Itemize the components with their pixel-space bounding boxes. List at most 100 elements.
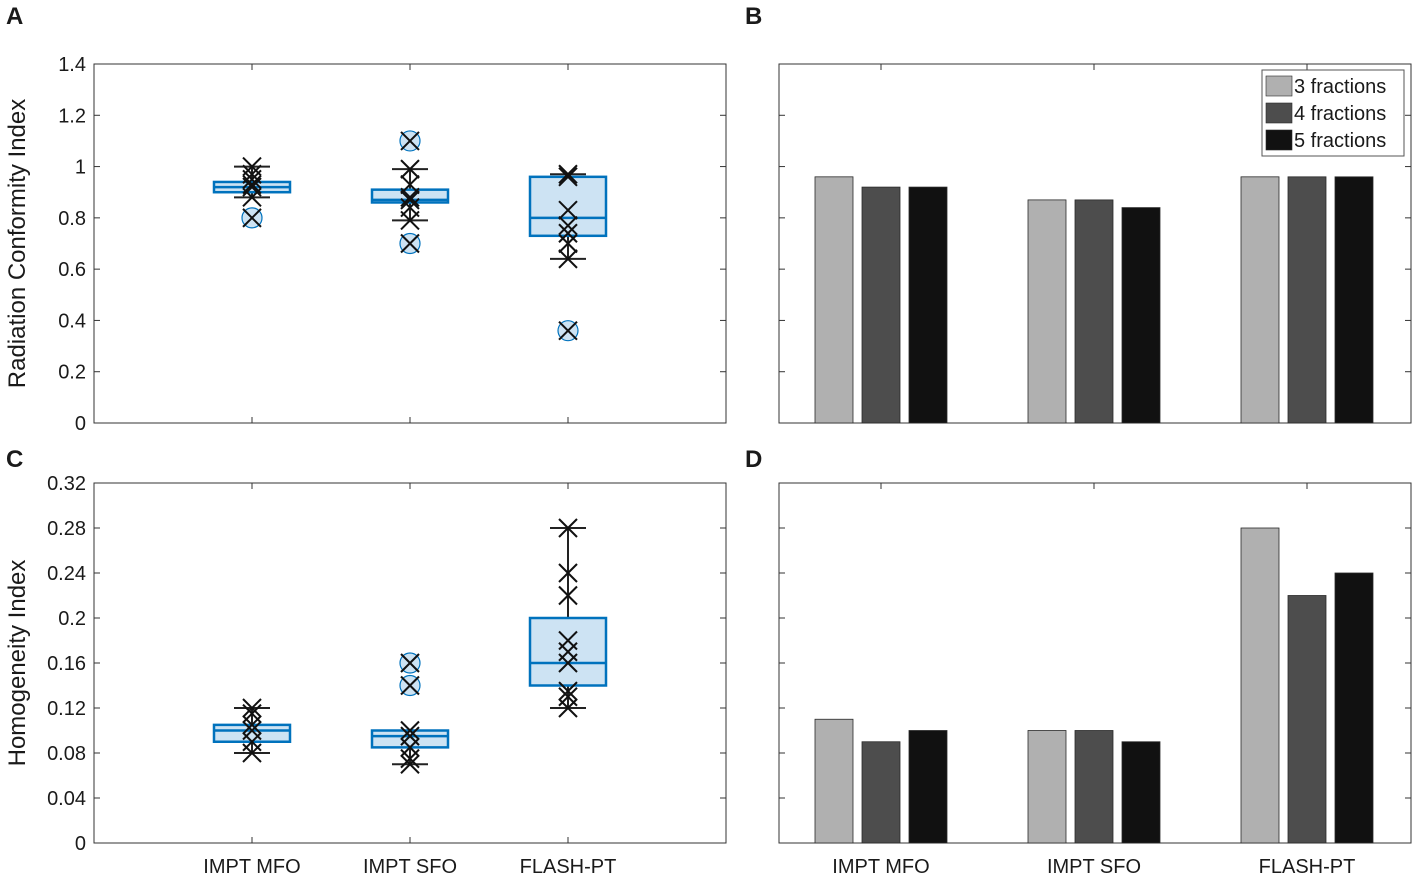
data-point [558,164,578,184]
bar-5-fractions [908,186,948,424]
panel-letter-a: A [6,3,23,30]
bar-4-fractions [1287,176,1327,424]
y-tick-label: 0.28 [47,518,86,540]
y-tick-label: 0.2 [58,608,86,630]
y-tick-label: 0 [75,833,86,855]
panel-letter-c: C [6,446,23,473]
data-point-stroke [558,215,578,236]
data-point-stroke [558,223,578,243]
data-point-stroke [558,585,578,606]
x-tick-label: IMPT SFO [1047,856,1141,878]
y-tick-label: 0.8 [58,208,86,230]
data-point-stroke [400,720,420,741]
data-point-stroke [242,720,262,741]
bar-4-fractions [861,186,901,424]
data-point-stroke [558,164,578,184]
data-point-stroke [558,249,578,269]
data-point [558,200,578,220]
y-axis-label: Homogeneity Index [4,560,31,767]
data-point [400,159,420,179]
data-point-stroke [558,200,578,220]
y-tick-label: 0.6 [58,259,86,281]
bar-5-fractions [1121,207,1161,424]
legend-swatch [1265,102,1293,124]
data-point-stroke [400,675,420,696]
legend-swatch [1265,129,1293,151]
data-point [400,720,420,741]
bar-3-fractions [814,176,854,424]
data-point-stroke [558,681,578,701]
data-point-stroke [558,630,578,651]
y-tick-label: 0.4 [58,310,86,332]
data-point [400,233,420,254]
y-tick-label: 0.12 [47,698,86,720]
box [212,723,292,743]
data-point-stroke [242,208,262,228]
y-tick-label: 0.08 [47,743,86,765]
y-tick-label: 1 [75,157,86,179]
bar-5-fractions [908,730,948,844]
data-point [400,675,420,696]
y-tick-label: 0.32 [47,473,86,495]
data-point-stroke [400,726,420,746]
data-point [400,726,420,746]
x-tick-label: IMPT SFO [363,856,457,878]
bar-3-fractions [1027,199,1067,424]
data-point-stroke [242,698,262,718]
data-point [558,249,578,269]
data-point-stroke [558,320,578,341]
bar-5-fractions [1334,176,1374,424]
data-point [400,174,420,195]
y-tick-label: 0.24 [47,563,86,585]
panel-letter-d: D [745,446,762,473]
data-point-stroke [558,233,578,254]
bar-3-fractions [814,718,854,844]
box [370,729,450,749]
y-axis-label: Radiation Conformity Index [4,99,31,388]
bar-4-fractions [861,741,901,844]
data-point-stroke [400,754,420,774]
x-tick-label: FLASH-PT [520,856,617,878]
data-point-stroke [242,703,262,724]
bar-3-fractions [1027,730,1067,844]
bar-5-fractions [1334,572,1374,844]
data-point-stroke [558,687,578,707]
legend-swatch [1265,75,1293,97]
data-point [400,754,420,774]
data-point [242,720,262,741]
data-point [242,156,262,177]
data-point [558,223,578,243]
data-point [400,131,420,151]
y-tick-label: 0.2 [58,362,86,384]
data-point [400,653,420,673]
data-point-stroke [558,167,578,187]
data-point [400,197,420,218]
y-tick-label: 0.16 [47,653,86,675]
y-tick-label: 1.4 [58,54,86,76]
x-tick-label: IMPT MFO [203,856,300,878]
y-tick-label: 0 [75,413,86,435]
data-point [242,174,262,195]
data-point [242,698,262,718]
data-point-stroke [400,159,420,179]
bar-3-fractions [1240,527,1280,844]
data-point [558,687,578,707]
bar-4-fractions [1287,595,1327,844]
data-point-stroke [400,653,420,673]
data-point [558,630,578,651]
data-point [558,167,578,187]
legend-label: 5 fractions [1294,130,1386,152]
data-point [558,320,578,341]
data-point-stroke [400,233,420,254]
panel-letter-b: B [745,3,762,30]
data-point [242,164,262,184]
data-point [558,563,578,583]
data-point [242,208,262,228]
data-point-stroke [558,563,578,583]
y-tick-label: 1.2 [58,105,86,127]
data-point [558,233,578,254]
data-point [558,215,578,236]
bar-4-fractions [1074,730,1114,844]
data-point-stroke [400,174,420,195]
